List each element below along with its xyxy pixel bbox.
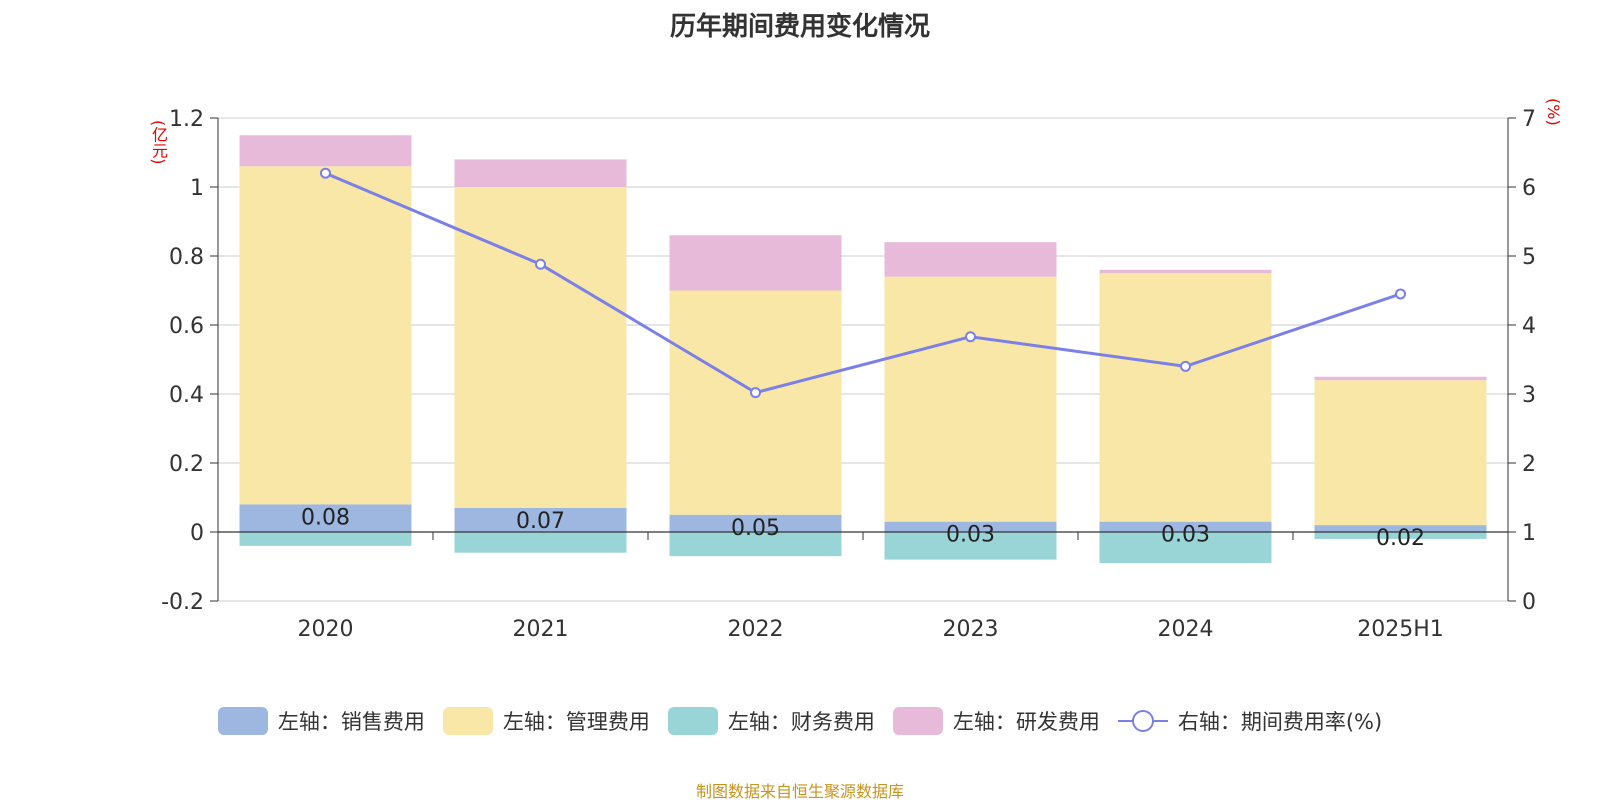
data-label-sales: 0.07 — [516, 509, 565, 534]
bar-rnd-2022 — [669, 235, 842, 291]
bar-sales-2025H1 — [1314, 525, 1487, 532]
legend-item[interactable]: 左轴：财务费用 — [667, 706, 875, 736]
source-note: 制图数据来自恒生聚源数据库 — [695, 782, 904, 801]
data-label-sales: 0.08 — [301, 505, 350, 530]
right-tick-label: 6 — [1522, 176, 1536, 201]
left-axis-unit: (亿元) — [149, 120, 168, 165]
data-label-sales: 0.03 — [946, 523, 995, 548]
right-tick-label: 3 — [1522, 383, 1536, 408]
chart-title: 历年期间费用变化情况 — [669, 12, 930, 42]
x-tick-label: 2020 — [298, 617, 354, 642]
right-tick-label: 4 — [1522, 314, 1536, 339]
left-tick-label: 0.4 — [169, 383, 204, 408]
right-axis-unit: (%) — [1544, 98, 1563, 126]
right-tick-label: 5 — [1522, 245, 1536, 270]
legend-line-marker-icon — [1117, 710, 1168, 732]
line-point-2023 — [965, 331, 976, 343]
left-tick-label: 1.2 — [169, 107, 204, 132]
legend-swatch — [442, 707, 493, 735]
legend-label: 左轴：财务费用 — [727, 710, 875, 734]
x-tick-label: 2023 — [943, 617, 999, 642]
bar-finance-2020 — [239, 532, 412, 546]
legend-item[interactable]: 左轴：销售费用 — [217, 706, 425, 736]
line-expense-rate — [324, 171, 1401, 395]
x-tick-label: 2024 — [1158, 617, 1214, 642]
left-tick-label: 0.6 — [169, 314, 204, 339]
data-label-sales: 0.02 — [1376, 526, 1425, 551]
x-tick-label: 2025H1 — [1357, 617, 1444, 642]
line-point-2024 — [1180, 360, 1191, 372]
legend-item[interactable]: 左轴：管理费用 — [442, 706, 650, 736]
legend-item[interactable]: 右轴：期间费用率(%) — [1117, 706, 1383, 736]
left-tick-label: -0.2 — [161, 590, 204, 615]
chart-plot: -0.2 0 0.2 0.4 0.6 0.8 1 1.2 0 1 2 3 4 5 6 7 0.08 0.07 0.0… — [161, 107, 1536, 642]
bar-finance-2025H1 — [1314, 532, 1487, 539]
right-tick-label: 7 — [1522, 107, 1536, 132]
data-label-sales: 0.03 — [1161, 523, 1210, 548]
left-tick-label: 1 — [190, 176, 204, 201]
line-point-2021 — [535, 258, 546, 270]
x-tick-label: 2022 — [728, 617, 784, 642]
legend-swatch — [892, 707, 943, 735]
bar-rnd-2024 — [1099, 269, 1272, 274]
right-tick-label: 0 — [1522, 590, 1536, 615]
right-tick-label: 2 — [1522, 452, 1536, 477]
legend-swatch — [667, 707, 718, 735]
data-label-sales: 0.05 — [731, 516, 780, 541]
bar-rnd-2021 — [454, 159, 627, 187]
legend-label: 左轴：研发费用 — [952, 710, 1100, 734]
right-tick-label: 1 — [1522, 521, 1536, 546]
legend-label: 左轴：管理费用 — [502, 710, 650, 734]
bar-sales-2024 — [1099, 521, 1272, 532]
bar-management-2025H1 — [1314, 380, 1487, 526]
legend-item[interactable]: 左轴：研发费用 — [892, 706, 1100, 736]
x-tick-label: 2021 — [513, 617, 569, 642]
bar-management-2020 — [239, 166, 412, 505]
bar-rnd-2023 — [884, 242, 1057, 277]
legend-label: 左轴：销售费用 — [277, 710, 425, 734]
left-tick-label: 0.8 — [169, 245, 204, 270]
legend: 左轴：销售费用 左轴：管理费用 左轴：财务费用 左轴：研发费用 右轴：期间费用率(%) — [0, 706, 1600, 736]
line-point-2025H1 — [1395, 288, 1406, 300]
bar-finance-2023 — [884, 532, 1057, 560]
legend-swatch — [217, 707, 268, 735]
bar-management-2022 — [669, 290, 842, 515]
bar-finance-2022 — [669, 532, 842, 557]
bar-sales-2020 — [239, 504, 412, 532]
bar-management-2021 — [454, 187, 627, 508]
bar-rnd-2020 — [239, 135, 412, 167]
bar-sales-2021 — [454, 507, 627, 532]
left-tick-label: 0 — [190, 521, 204, 546]
bar-sales-2023 — [884, 521, 1057, 532]
left-tick-label: 0.2 — [169, 452, 204, 477]
bar-sales-2022 — [669, 514, 842, 532]
bar-rnd-2025H1 — [1314, 376, 1487, 381]
bar-finance-2021 — [454, 532, 627, 553]
line-point-2020 — [320, 167, 331, 179]
legend-label: 右轴：期间费用率(%) — [1177, 710, 1383, 734]
bar-management-2024 — [1099, 273, 1272, 522]
bar-management-2023 — [884, 276, 1057, 522]
bar-finance-2024 — [1099, 532, 1272, 564]
line-point-2022 — [750, 387, 761, 399]
